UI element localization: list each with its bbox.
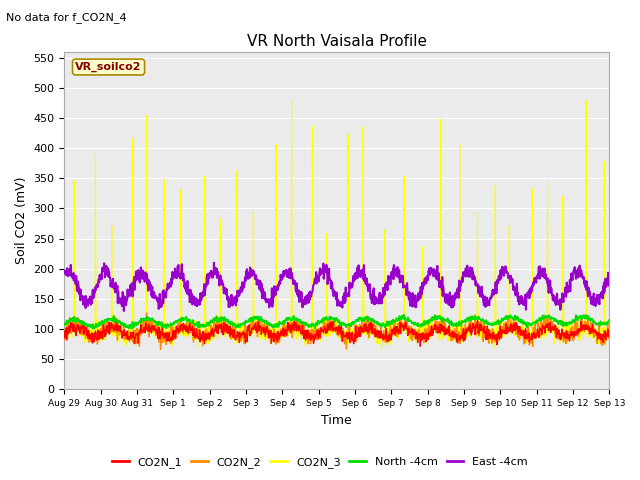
Text: VR_soilco2: VR_soilco2 bbox=[76, 62, 142, 72]
Legend: CO2N_1, CO2N_2, CO2N_3, North -4cm, East -4cm: CO2N_1, CO2N_2, CO2N_3, North -4cm, East… bbox=[108, 452, 532, 472]
Text: No data for f_CO2N_4: No data for f_CO2N_4 bbox=[6, 12, 127, 23]
X-axis label: Time: Time bbox=[321, 414, 352, 427]
Title: VR North Vaisala Profile: VR North Vaisala Profile bbox=[247, 34, 427, 49]
Y-axis label: Soil CO2 (mV): Soil CO2 (mV) bbox=[15, 177, 28, 264]
